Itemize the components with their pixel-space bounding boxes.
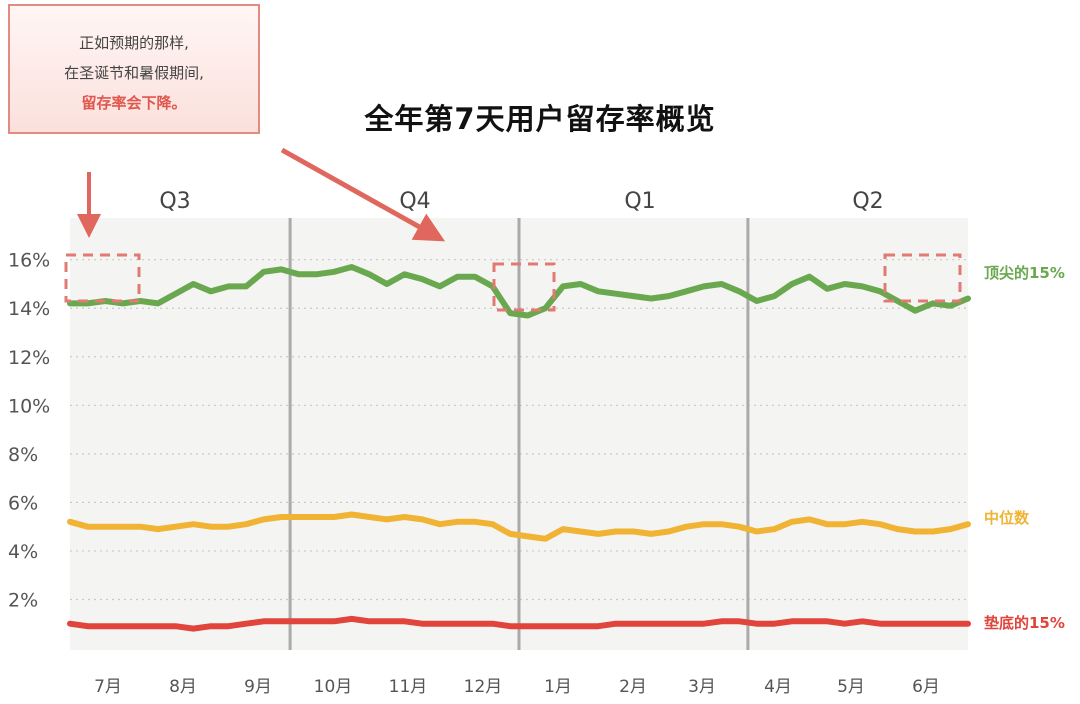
month-label: 6月	[912, 677, 940, 697]
month-label: 5月	[837, 677, 865, 697]
series-line	[67, 615, 971, 632]
y-tick-label: 4%	[8, 541, 38, 563]
series-line	[67, 264, 971, 319]
month-label: 7月	[94, 677, 122, 697]
quarter-label: Q3	[159, 189, 190, 214]
series-label: 中位数	[984, 509, 1030, 527]
annotation-callout: 正如预期的那样, 在圣诞节和暑假期间, 留存率会下降。	[8, 4, 260, 134]
month-label: 9月	[244, 677, 272, 697]
series-label: 顶尖的15%	[984, 264, 1065, 282]
quarter-label: Q1	[624, 189, 655, 214]
callout-line-1: 正如预期的那样,	[79, 34, 189, 52]
y-tick-label: 6%	[8, 492, 38, 514]
highlight-box	[64, 253, 141, 303]
month-label: 3月	[688, 677, 716, 697]
month-label: 11月	[389, 677, 428, 697]
quarter-label: Q4	[399, 189, 430, 214]
y-tick-label: 16%	[8, 250, 50, 272]
chart-title: 全年第7天用户留存率概览	[364, 102, 716, 136]
month-label: 1月	[544, 677, 572, 697]
month-label: 8月	[169, 677, 197, 697]
callout-line-2: 在圣诞节和暑假期间,	[64, 64, 204, 82]
y-tick-label: 12%	[8, 347, 50, 369]
y-tick-label: 8%	[8, 444, 38, 466]
series-line	[67, 511, 971, 542]
y-tick-label: 10%	[8, 395, 50, 417]
callout-line-3: 留存率会下降。	[81, 94, 187, 112]
month-label: 10月	[314, 677, 353, 697]
highlight-box	[492, 262, 556, 312]
series-label: 垫底的15%	[984, 614, 1065, 632]
y-tick-label: 14%	[8, 298, 50, 320]
quarter-label: Q2	[852, 189, 883, 214]
month-label: 2月	[619, 677, 647, 697]
y-tick-label: 2%	[8, 589, 38, 611]
arrow-diagonal	[280, 147, 446, 242]
month-label: 12月	[464, 677, 503, 697]
month-label: 4月	[764, 677, 792, 697]
highlight-box	[883, 253, 962, 303]
